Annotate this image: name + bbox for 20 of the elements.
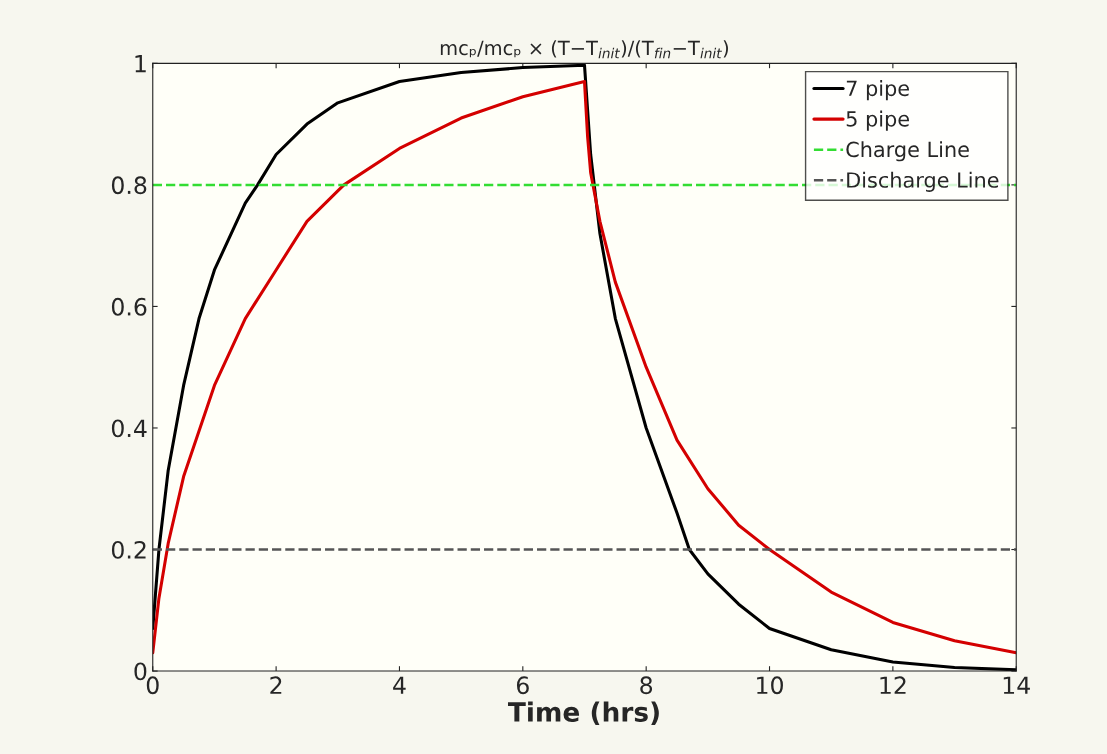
x-tick-label: 6: [516, 676, 529, 695]
y-tick-label: 0.4: [111, 419, 147, 438]
x-tick-label: 2: [270, 676, 282, 694]
y-tick-label: 0: [134, 662, 147, 681]
legend-label: Discharge Line: [847, 171, 999, 192]
y-tick-label: 0.2: [111, 540, 146, 559]
y-tick-label: 0.6: [111, 297, 147, 316]
x-axis-title: Time (hrs): [508, 701, 659, 726]
x-tick-label: 12: [880, 676, 906, 694]
x-tick-label: 4: [393, 676, 406, 694]
x-tick-label: 0: [146, 676, 159, 695]
x-tick-label: 8: [640, 676, 653, 695]
legend-label: 5 pipe: [846, 110, 909, 131]
x-tick-label: 14: [1003, 676, 1030, 694]
chart-title: mcₚ/mcₚ × (T−T$_{init}$)/(T$_{fin}$−T$_{init}$): [440, 40, 728, 59]
legend-label: Charge Line: [846, 141, 969, 162]
y-tick-label: 0.8: [111, 176, 147, 195]
y-tick-label: 1: [135, 55, 146, 73]
legend-label: 7 pipe: [846, 80, 909, 101]
x-tick-label: 10: [757, 676, 783, 695]
